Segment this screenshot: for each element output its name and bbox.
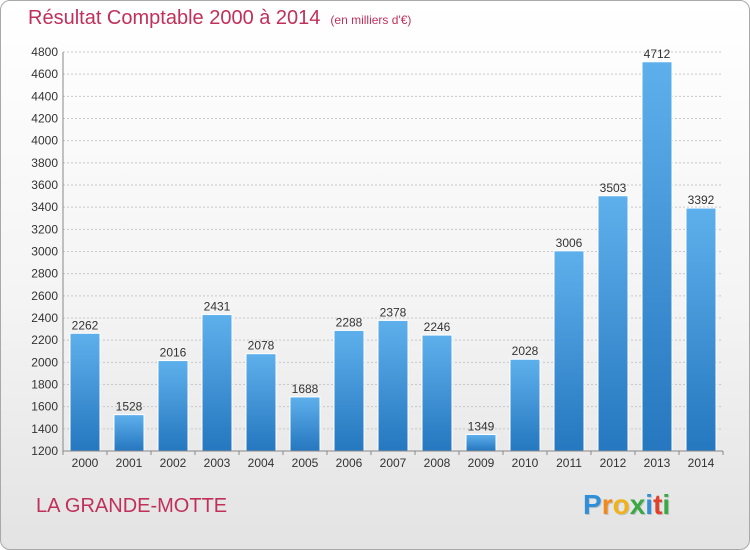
x-tick-label: 2011: [556, 456, 582, 470]
bar-value-label: 2246: [424, 320, 451, 334]
x-tick-label: 2003: [204, 456, 231, 470]
y-tick-label: 2400: [31, 311, 58, 325]
bars: [69, 61, 717, 452]
bar-value-label: 2262: [72, 318, 99, 332]
y-tick-label: 1200: [31, 444, 58, 458]
bar-value-label: 2288: [336, 315, 363, 329]
y-tick-label: 3400: [31, 200, 58, 214]
bar: [377, 319, 409, 452]
town-name: LA GRANDE-MOTTE: [36, 495, 228, 517]
x-tick-label: 2000: [72, 456, 99, 470]
chart-title-text: Résultat Comptable 2000 à 2014: [28, 7, 321, 29]
bar-value-label: 1528: [116, 400, 143, 414]
y-tick-label: 2000: [31, 355, 58, 369]
bar-value-label: 3392: [688, 193, 715, 207]
y-tick-label: 3800: [31, 156, 58, 170]
bar: [421, 334, 453, 452]
bar: [685, 207, 717, 452]
bar: [509, 358, 541, 452]
proxiti-logo: Proxiti: [583, 489, 671, 520]
x-tick-label: 2001: [116, 456, 143, 470]
bar: [245, 353, 277, 452]
bar-value-label: 1688: [292, 382, 319, 396]
bar: [553, 250, 585, 452]
y-axis: 1200 1400 1600 1800 2000 2200 2400 2600 2800 3000…: [31, 45, 64, 458]
y-tick-label: 2600: [31, 289, 58, 303]
x-tick-label: 2007: [380, 456, 407, 470]
x-tick-label: 2010: [512, 456, 539, 470]
y-tick-label: 3200: [31, 222, 58, 236]
y-tick-label: 1800: [31, 378, 58, 392]
bar-value-label: 3503: [600, 181, 627, 195]
x-tick-label: 2013: [644, 456, 671, 470]
y-tick-label: 2200: [31, 333, 58, 347]
bar-value-label: 1349: [468, 419, 495, 433]
bar: [465, 433, 497, 452]
bar: [201, 314, 233, 452]
x-tick-label: 2004: [248, 456, 275, 470]
x-tick-label: 2006: [336, 456, 363, 470]
bar: [597, 195, 629, 452]
y-tick-label: 2800: [31, 267, 58, 281]
x-axis: 2000 2001 2002 2003 2004 2005 2006 2007 2008 2009…: [62, 450, 724, 470]
chart-subtitle: (en milliers d'€): [330, 13, 412, 27]
bar-value-label: 3006: [556, 236, 583, 250]
y-tick-label: 4800: [31, 45, 58, 59]
bar-value-label: 4712: [644, 47, 671, 61]
bar-value-label: 2078: [248, 339, 275, 353]
x-tick-label: 2002: [160, 456, 187, 470]
x-tick-label: 2009: [468, 456, 495, 470]
y-tick-label: 4200: [31, 112, 58, 126]
y-tick-label: 3000: [31, 245, 58, 259]
y-tick-label: 4600: [31, 67, 58, 81]
bar: [113, 414, 145, 452]
chart-title: Résultat Comptable 2000 à 2014 (en millie…: [28, 7, 411, 30]
bar-value-label: 2431: [204, 300, 231, 314]
x-tick-label: 2012: [600, 456, 627, 470]
bar-value-label: 2028: [512, 344, 539, 358]
bar: [641, 61, 673, 452]
bar: [157, 360, 189, 452]
data-labels: 2262 1528 2016 2431 2078 1688 2288 2378 2246 1349…: [72, 47, 715, 434]
x-tick-label: 2014: [688, 456, 715, 470]
bar: [333, 329, 365, 452]
y-tick-label: 3600: [31, 178, 58, 192]
y-tick-label: 4400: [31, 89, 58, 103]
bar: [69, 332, 101, 452]
y-tick-label: 1400: [31, 422, 58, 436]
bar: [289, 396, 321, 452]
bar-value-label: 2378: [380, 305, 407, 319]
y-tick-label: 4000: [31, 134, 58, 148]
y-tick-label: 1600: [31, 400, 58, 414]
x-tick-label: 2008: [424, 456, 451, 470]
bar-value-label: 2016: [160, 346, 187, 360]
x-tick-label: 2005: [292, 456, 319, 470]
